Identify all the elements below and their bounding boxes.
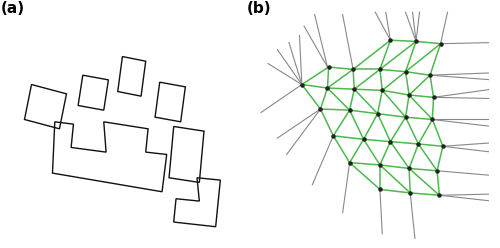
Point: [376, 163, 384, 167]
Point: [414, 142, 422, 146]
Point: [402, 70, 409, 74]
Point: [428, 118, 436, 122]
Point: [376, 67, 384, 71]
Point: [376, 187, 384, 191]
Text: (b): (b): [247, 0, 272, 16]
Point: [346, 108, 354, 112]
Point: [316, 107, 324, 111]
Point: [324, 86, 332, 90]
Point: [430, 95, 438, 99]
Point: [439, 144, 447, 148]
Point: [350, 87, 358, 91]
Point: [360, 137, 368, 141]
Point: [433, 169, 441, 173]
Point: [386, 140, 394, 144]
Point: [405, 166, 413, 170]
Point: [378, 88, 386, 92]
Point: [402, 115, 409, 119]
Point: [386, 38, 394, 42]
Point: [374, 112, 382, 116]
Point: [349, 67, 357, 71]
Text: (a): (a): [1, 0, 25, 16]
Point: [426, 73, 434, 77]
Point: [436, 42, 444, 46]
Point: [330, 134, 338, 138]
Point: [346, 161, 354, 165]
Point: [324, 65, 332, 69]
Point: [436, 193, 444, 197]
Point: [406, 191, 414, 195]
Point: [298, 83, 306, 87]
Point: [412, 39, 420, 43]
Point: [405, 93, 413, 97]
